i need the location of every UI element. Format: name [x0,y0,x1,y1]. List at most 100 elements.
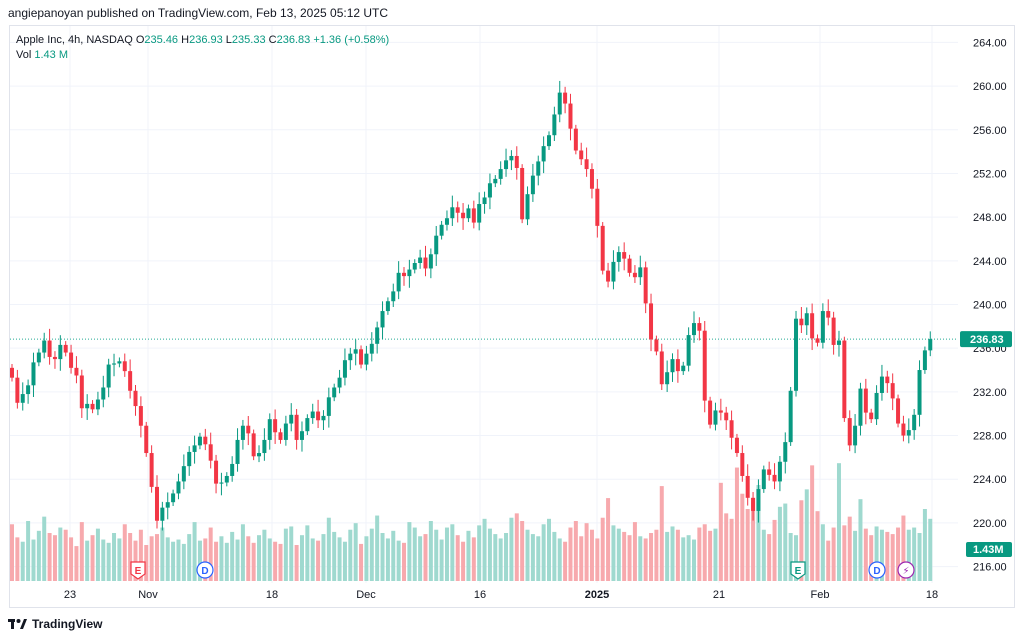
volume-bar [224,542,229,581]
candle-body [869,412,874,420]
volume-bar [697,527,702,581]
volume-bar [869,535,874,581]
volume-bar [160,527,165,581]
volume-bar [101,539,106,581]
x-tick-label: Nov [138,589,158,601]
volume-bar [418,536,423,581]
event-marker-split-icon[interactable]: ⚡ [897,561,915,579]
event-marker-label: E [135,566,142,577]
candle-body [63,344,68,353]
volume-bar [471,537,476,581]
volume-bar [31,539,36,581]
candle-body [74,367,79,376]
candle-body [606,270,611,282]
volume-bar [708,530,713,581]
candle-body [772,474,777,482]
volume-bar [342,541,347,581]
candle-body [380,311,385,328]
volume-bar [600,517,605,581]
volume-bar [772,519,777,581]
candle-body [826,311,831,318]
event-marker-dividend-icon[interactable]: D [196,561,214,579]
candle-body [777,461,782,482]
volume-bar [514,513,519,581]
volume-bar [922,509,927,581]
candle-body [681,365,686,372]
volume-bar [718,482,723,581]
candle-body [767,469,772,475]
candle-body [584,159,589,170]
candlesticks [10,80,933,531]
volume-bar [498,538,503,581]
candle-body [90,403,95,410]
volume-bar [487,528,492,581]
candle-body [482,197,487,205]
candle-body [375,327,380,344]
volume-bar [47,533,52,581]
volume-bar [444,527,449,581]
volume-bar [149,536,154,581]
candle-body [514,155,519,168]
volume-bar [767,534,772,581]
last-volume-label: 1.43M [973,544,1004,556]
candle-body [106,364,111,388]
candle-body [691,323,696,336]
publisher-header: angiepanoyan published on TradingView.co… [8,6,389,20]
event-marker-dividend-icon[interactable]: D [868,561,886,579]
volume-bar [584,523,589,581]
candle-body [444,218,449,225]
candle-body [31,362,36,386]
volume-bar [79,522,84,581]
candle-body [794,318,799,391]
candle-body [708,400,713,425]
y-tick-label: 244.00 [973,256,1007,268]
change-value: +1.36 (+0.58%) [313,34,390,46]
candle-body [718,410,723,413]
candle-body [385,301,390,312]
last-price-tag: 236.83 [960,331,1012,348]
split-circle-shape [897,561,915,579]
candle-body [686,335,691,366]
y-tick-label: 256.00 [973,125,1007,137]
candle-body [761,469,766,490]
candle-body [632,272,637,278]
x-tick-label: Dec [356,589,376,601]
candle-body [439,224,444,236]
dividend-circle-shape [196,561,214,579]
candle-body [133,390,138,407]
candle-body [611,261,616,282]
candle-body [305,418,310,432]
volume-bar [15,537,20,581]
candle-body [262,439,267,454]
volume-bar [670,526,675,581]
volume-bar [20,541,25,581]
footer-brand[interactable]: TradingView [8,617,102,631]
event-marker-earnings-icon[interactable]: E [130,561,146,580]
tradingview-logo-icon [8,618,27,630]
candle-body [230,463,235,476]
candle-body [47,340,52,357]
candle-body [520,167,525,220]
legend-volume-row: Vol 1.43 M [16,48,389,63]
candle-body [160,507,165,521]
volume-bar [928,518,933,581]
volume-bar [203,538,208,581]
volume-bar [616,528,621,581]
candle-body [917,370,922,415]
candle-body [299,431,304,440]
candle-body [740,453,745,476]
volume-bar [589,529,594,581]
volume-bar [117,538,122,581]
volume-bar [847,516,852,581]
candle-body [568,103,573,129]
candle-body [101,387,106,400]
candle-body [804,313,809,326]
candle-body [154,486,159,521]
event-marker-earnings-icon[interactable]: E [790,561,806,580]
volume-bar [337,537,342,581]
volume-bar [192,522,197,581]
event-marker-label: ⚡ [902,566,909,577]
volume-bar [428,521,433,581]
volume-value: 1.43 M [34,49,68,61]
